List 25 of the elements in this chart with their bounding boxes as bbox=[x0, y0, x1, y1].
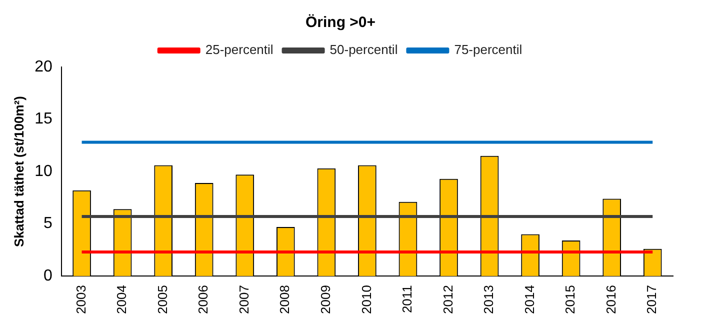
x-tick-label: 2016 bbox=[603, 285, 618, 314]
x-tick-label: 2012 bbox=[440, 285, 456, 314]
chart-title: Öring >0+ bbox=[305, 14, 376, 32]
x-tick-label: 2013 bbox=[481, 285, 496, 314]
x-tick-label: 2006 bbox=[196, 285, 211, 314]
x-tick-label: 2014 bbox=[522, 285, 537, 314]
legend-label: 25-percentil bbox=[205, 42, 274, 58]
y-tick-label: 0 bbox=[43, 267, 52, 284]
legend-label: 75-percentil bbox=[454, 42, 522, 58]
x-tick-label: 2007 bbox=[236, 285, 252, 314]
y-tick-label: 20 bbox=[34, 58, 52, 76]
x-tick-label: 2009 bbox=[318, 285, 334, 314]
y-axis-title: Skattad täthet (st/100m²) bbox=[11, 96, 26, 248]
x-tick-label: 2017 bbox=[644, 285, 660, 314]
y-tick-label: 10 bbox=[34, 162, 52, 180]
x-tick-label: 2008 bbox=[277, 285, 292, 314]
x-tick-label: 2015 bbox=[562, 285, 578, 314]
y-tick-label: 5 bbox=[43, 215, 52, 232]
x-tick-label: 2004 bbox=[114, 285, 130, 314]
x-tick-label: 2010 bbox=[358, 285, 374, 314]
x-tick-label: 2011 bbox=[400, 285, 415, 314]
x-tick-label: 2005 bbox=[154, 285, 170, 314]
legend-label: 50-percentil bbox=[330, 42, 398, 58]
x-tick-label: 2003 bbox=[73, 285, 88, 314]
y-tick-label: 15 bbox=[34, 110, 52, 128]
